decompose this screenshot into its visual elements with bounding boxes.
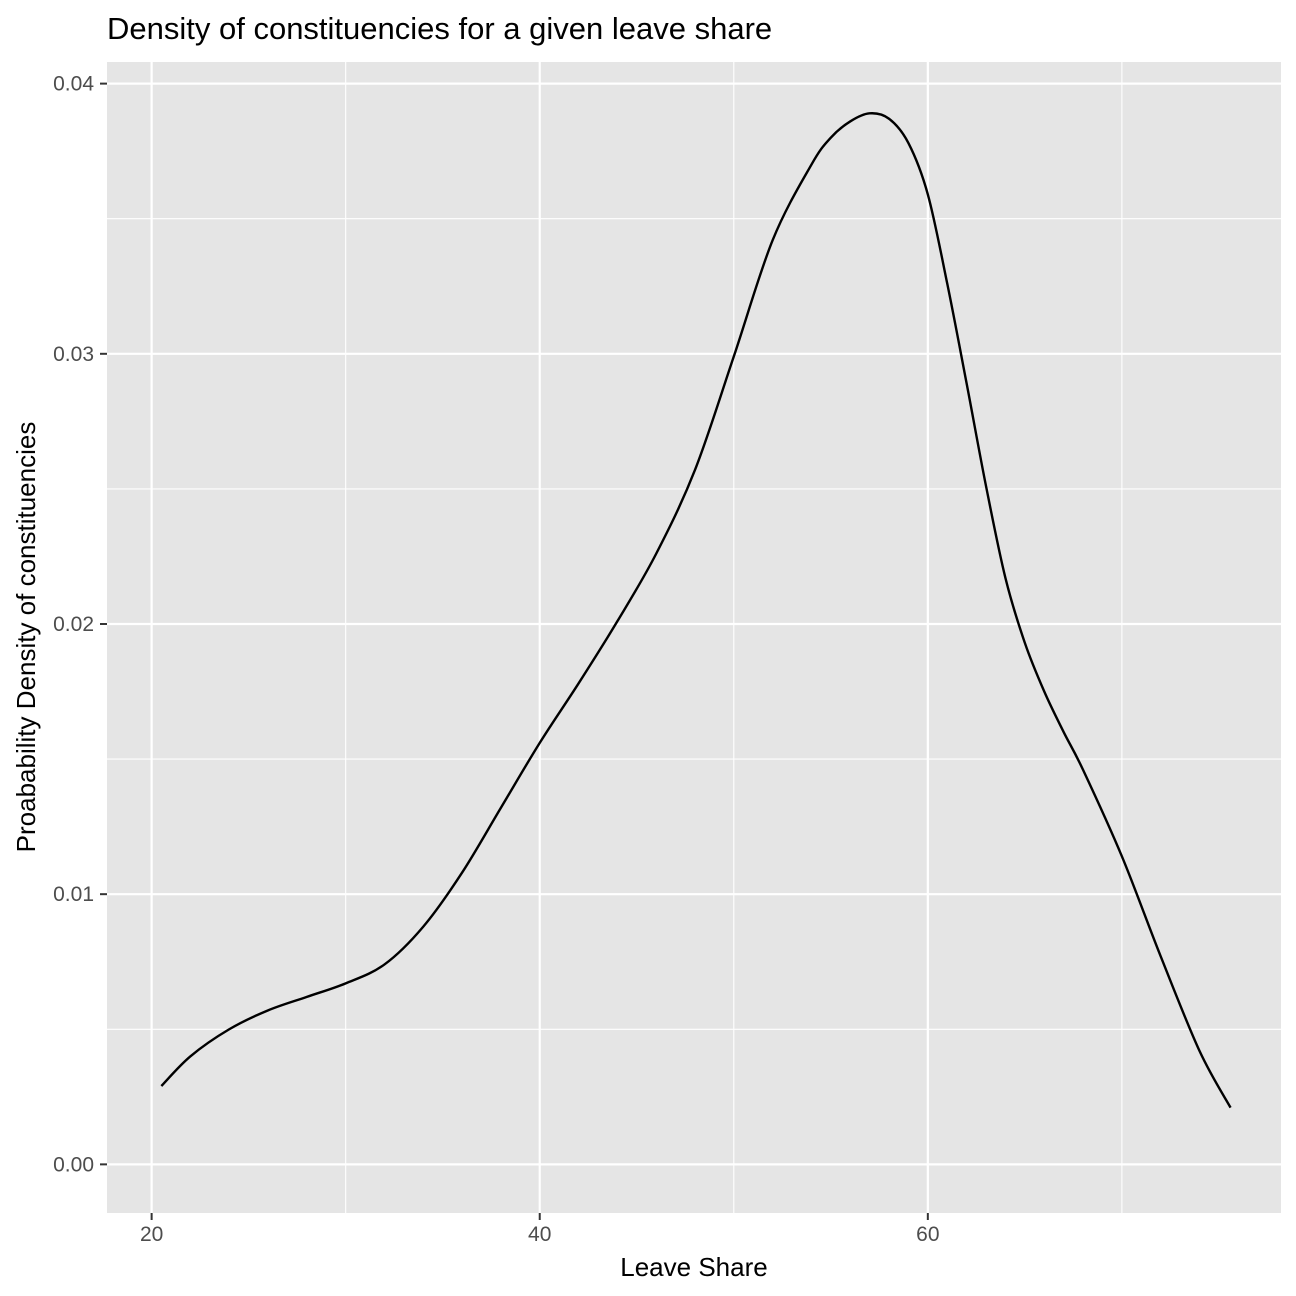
x-axis-title: Leave Share — [620, 1252, 767, 1282]
plot-panel — [107, 62, 1281, 1213]
axis-ticks — [100, 82, 929, 1220]
x-tick-label: 60 — [916, 1223, 939, 1246]
chart-title: Density of constituencies for a given le… — [107, 11, 772, 46]
minor-gridlines — [107, 62, 1281, 1213]
y-tick-label: 0.02 — [53, 613, 94, 636]
x-axis-tick-labels: 20 40 60 — [140, 1223, 940, 1246]
y-tick-label: 0.01 — [53, 883, 94, 906]
y-tick-label: 0.00 — [53, 1153, 94, 1176]
y-axis-title: Proabability Density of constituencies — [11, 422, 41, 853]
y-tick-label: 0.04 — [53, 73, 94, 96]
y-tick-label: 0.03 — [53, 343, 94, 366]
y-axis-tick-labels: 0.00 0.01 0.02 0.03 0.04 — [53, 73, 94, 1177]
x-tick-label: 20 — [140, 1223, 163, 1246]
density-line — [160, 112, 1232, 1109]
major-gridlines — [107, 62, 1281, 1213]
x-tick-label: 40 — [528, 1223, 551, 1246]
